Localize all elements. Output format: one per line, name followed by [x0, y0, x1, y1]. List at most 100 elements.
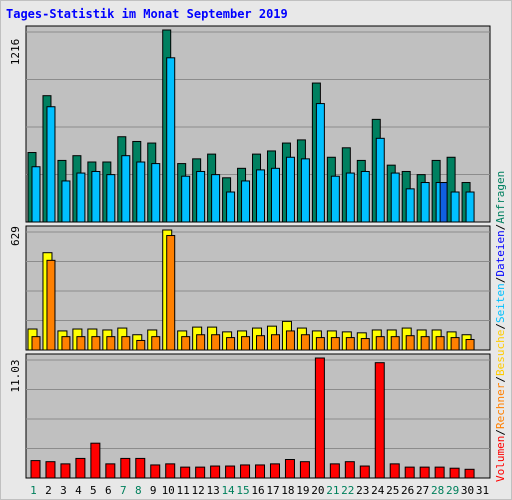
bar-volumen-day-4 [75, 457, 86, 479]
bar-rechner-day-14 [226, 337, 236, 351]
x-label-day-12: 12 [192, 484, 205, 497]
bar-dateien-day-12 [196, 170, 206, 223]
y-max-label-visits: 629 [9, 226, 22, 246]
x-label-day-16: 16 [251, 484, 264, 497]
x-label-day-9: 9 [150, 484, 157, 497]
bar-dateien-day-18 [285, 156, 295, 223]
x-label-day-10: 10 [162, 484, 175, 497]
bar-volumen-day-17 [269, 463, 280, 479]
bar-dateien-day-15 [241, 180, 251, 223]
bar-dateien-day-20 [315, 103, 325, 223]
x-label-day-3: 3 [60, 484, 67, 497]
bar-rechner-day-23 [360, 338, 370, 351]
bar-dateien-day-5 [91, 170, 101, 223]
x-label-day-25: 25 [386, 484, 399, 497]
bar-volumen-day-8 [135, 457, 146, 479]
bar-rechner-day-3 [61, 336, 71, 351]
bar-rechner-day-7 [121, 336, 131, 351]
bar-dateien-day-1 [31, 166, 41, 223]
bar-dateien-day-17 [270, 167, 280, 223]
bar-rechner-day-26 [405, 335, 415, 351]
panel-visits [25, 225, 491, 351]
bar-rechner-day-15 [241, 336, 251, 351]
legend-sep-1: / [494, 429, 507, 436]
legend-besuche: Besuche [494, 330, 507, 376]
bar-volumen-day-10 [165, 463, 176, 479]
bar-dateien-day-22 [345, 172, 355, 223]
bar-dateien-day-2 [46, 106, 56, 223]
x-label-day-13: 13 [206, 484, 219, 497]
bar-rechner-day-27 [420, 336, 430, 351]
legend-sep-4: / [494, 277, 507, 284]
x-label-day-4: 4 [75, 484, 82, 497]
bar-volumen-day-5 [90, 442, 101, 479]
bar-volumen-day-1 [30, 460, 41, 479]
bar-rechner-day-17 [270, 334, 280, 351]
bar-rechner-day-28 [435, 336, 445, 351]
x-label-day-24: 24 [371, 484, 385, 497]
x-label-day-20: 20 [311, 484, 324, 497]
legend-seiten: Seiten [494, 283, 507, 323]
bar-dateien-day-23 [360, 170, 370, 223]
bar-volumen-day-27 [419, 466, 430, 479]
bar-volumen-day-21 [329, 463, 340, 479]
bar-dateien-day-4 [76, 172, 86, 223]
x-label-day-11: 11 [177, 484, 190, 497]
bar-volumen-day-14 [225, 465, 236, 479]
bar-volumen-day-24 [374, 362, 385, 479]
bar-rechner-day-10 [166, 235, 176, 351]
bar-volumen-day-26 [404, 466, 415, 479]
legend-rechner: Rechner [494, 382, 507, 429]
bar-volumen-day-22 [344, 461, 355, 479]
chart-title: Tages-Statistik im Monat September 2019 [6, 7, 288, 21]
x-label-day-2: 2 [45, 484, 52, 497]
legend-sep-2: / [494, 376, 507, 383]
legend-anfragen: Anfragen [494, 171, 507, 224]
bar-rechner-day-5 [91, 336, 101, 351]
bar-volumen-day-12 [195, 466, 206, 479]
bar-volumen-day-13 [210, 465, 221, 479]
bar-rechner-day-4 [76, 336, 86, 351]
bar-rechner-day-19 [300, 334, 310, 351]
bar-rechner-day-2 [46, 259, 56, 351]
bar-volumen-day-29 [449, 467, 460, 479]
x-label-day-29: 29 [446, 484, 459, 497]
x-label-day-1: 1 [30, 484, 37, 497]
x-label-day-14: 14 [221, 484, 235, 497]
y-max-label-requests: 1216 [9, 39, 22, 66]
x-label-day-23: 23 [356, 484, 369, 497]
bar-dateien-day-21 [330, 175, 340, 223]
x-label-day-6: 6 [105, 484, 112, 497]
x-label-day-30: 30 [461, 484, 474, 497]
bar-volumen-day-20 [314, 357, 325, 479]
bar-dateien-day-8 [136, 161, 146, 223]
bar-volumen-day-7 [120, 457, 131, 479]
legend-volumen: Volumen [494, 436, 507, 482]
bar-rechner-day-20 [315, 337, 325, 351]
y-max-label-volume: 11.03 [9, 359, 22, 392]
x-label-day-7: 7 [120, 484, 127, 497]
bar-volumen-day-9 [150, 464, 161, 479]
bar-rechner-day-30 [465, 339, 475, 351]
bar-volumen-day-28 [434, 466, 445, 479]
bar-rechner-day-13 [211, 334, 221, 351]
bar-dateien-day-9 [151, 163, 161, 223]
bar-dateien-day-25 [390, 172, 400, 223]
bar-rechner-day-12 [196, 334, 206, 351]
bar-rechner-day-6 [106, 336, 116, 351]
bar-volumen-day-19 [299, 461, 310, 479]
bar-rechner-day-18 [285, 330, 295, 351]
bar-dateien-day-11 [181, 175, 191, 223]
x-label-day-28: 28 [431, 484, 444, 497]
bar-volumen-day-6 [105, 463, 116, 479]
bar-dateien-day-29 [450, 191, 460, 223]
bar-volumen-day-18 [284, 459, 295, 479]
bar-dateien-day-16 [256, 169, 266, 223]
bar-dateien-day-13 [211, 174, 221, 223]
bar-volumen-day-11 [180, 466, 191, 479]
x-label-day-19: 19 [296, 484, 309, 497]
bar-dateien-day-30 [465, 191, 475, 223]
bar-dateien-day-24 [375, 137, 385, 223]
bar-dateien-day-7 [121, 155, 131, 223]
